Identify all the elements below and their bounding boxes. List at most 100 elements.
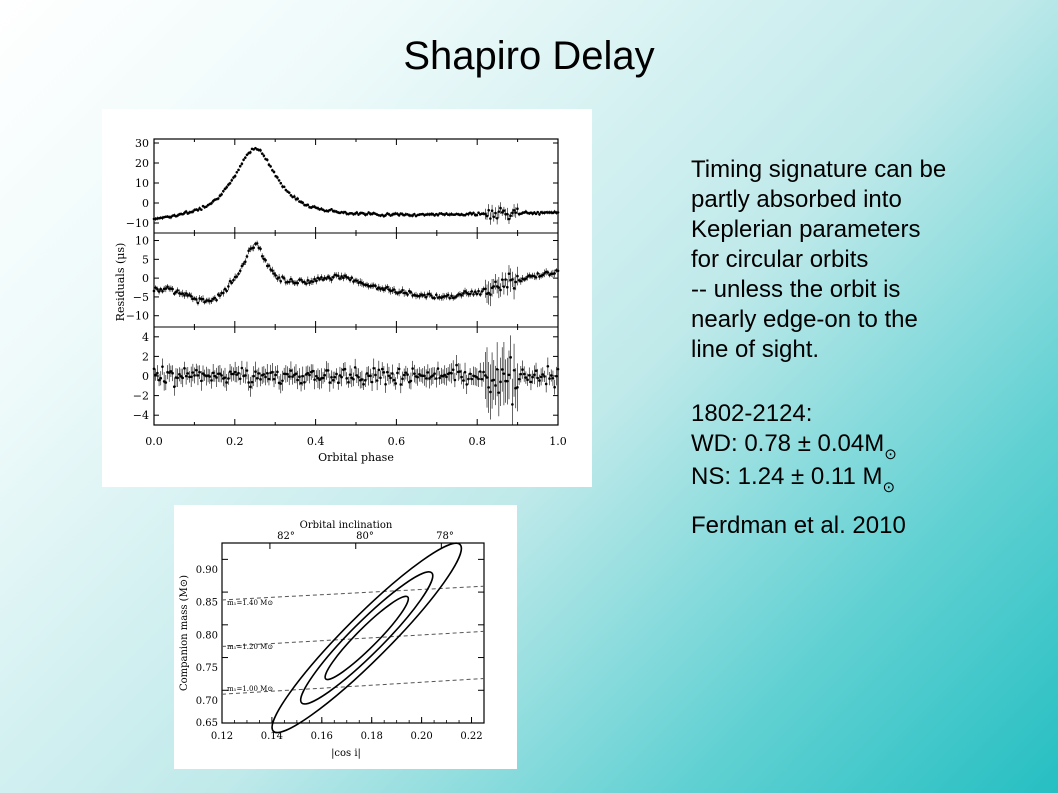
y-tick-label: 0.70: [196, 696, 218, 707]
data-point: [159, 376, 163, 380]
data-point: [279, 382, 283, 385]
data-point: [252, 246, 256, 250]
data-point: [526, 378, 529, 382]
y-tick-label: −10: [126, 217, 149, 230]
data-point: [519, 279, 523, 283]
data-point: [478, 370, 482, 373]
y-tick-label: −5: [133, 291, 149, 304]
data-point: [330, 375, 333, 379]
data-point: [228, 370, 232, 373]
mass-contour-chart: Orbital inclination 82° 80° 78° 0.12 0.1…: [179, 520, 485, 759]
data-point: [448, 296, 452, 300]
data-point: [423, 293, 426, 297]
data-point: [301, 201, 305, 205]
data-point: [281, 379, 284, 383]
data-point: [328, 276, 332, 280]
data-point: [499, 380, 502, 384]
x-tick-label: 0.8: [468, 435, 486, 448]
data-point: [255, 242, 259, 245]
data-point: [249, 385, 252, 389]
data-point: [492, 215, 496, 219]
data-point: [516, 274, 519, 278]
data-point: [198, 370, 201, 374]
data-point: [507, 272, 511, 275]
data-point: [380, 286, 384, 290]
data-point: [257, 372, 261, 375]
data-point: [247, 381, 250, 384]
data-point: [183, 366, 186, 370]
data-point: [225, 289, 228, 293]
data-point: [482, 370, 485, 374]
data-point: [546, 271, 550, 274]
data-point: [505, 379, 509, 383]
data-point: [512, 287, 516, 290]
data-point: [377, 286, 381, 289]
data-point: [387, 288, 391, 291]
data-point: [544, 382, 548, 386]
data-point: [429, 294, 433, 297]
data-point: [495, 216, 499, 220]
data-point: [413, 212, 416, 216]
y-axis-label: Companion mass (M⊙): [179, 575, 190, 691]
data-point: [494, 211, 497, 215]
data-point: [367, 211, 370, 214]
data-point: [484, 212, 487, 216]
data-point: [505, 212, 509, 216]
data-point: [282, 277, 286, 280]
data-point: [281, 275, 284, 279]
data-point: [519, 372, 523, 376]
data-point: [401, 377, 404, 381]
data-point: [475, 213, 479, 217]
data-point: [233, 370, 237, 374]
data-point: [450, 294, 453, 298]
y-tick-label: −10: [126, 310, 149, 323]
data-point: [472, 293, 475, 296]
y-tick-label: 2: [142, 350, 149, 363]
pulsar-name: 1802-2124:: [691, 400, 813, 427]
data-point: [245, 153, 249, 157]
data-point: [502, 372, 506, 375]
data-point: [254, 370, 257, 373]
data-point: [534, 212, 538, 216]
data-point: [478, 293, 482, 296]
data-point: [218, 372, 222, 375]
data-point: [294, 372, 298, 376]
data-point: [259, 149, 262, 152]
data-point: [164, 287, 168, 290]
data-point: [514, 211, 518, 214]
data-point: [477, 211, 480, 215]
data-point: [230, 178, 234, 182]
mass-line: [221, 677, 485, 695]
data-point: [451, 368, 455, 372]
data-point: [299, 278, 303, 281]
y-tick-label: 0: [142, 370, 149, 383]
data-point: [245, 255, 249, 258]
data-point: [404, 291, 408, 295]
data-point: [350, 276, 354, 280]
data-point: [259, 247, 262, 251]
data-point: [265, 158, 269, 162]
x-axis-label: Orbital phase: [318, 451, 394, 464]
data-point: [289, 277, 293, 281]
data-point: [282, 185, 286, 189]
y-tick-label: −4: [133, 409, 149, 422]
data-point: [487, 291, 490, 295]
data-point: [453, 378, 457, 382]
ns-mass: NS: 1.24 ± 0.11 M⊙: [691, 463, 896, 496]
data-point: [238, 269, 242, 273]
data-point: [382, 288, 386, 292]
y-axis-label: Residuals (μs): [114, 243, 127, 322]
data-point: [172, 292, 176, 295]
data-point: [215, 376, 218, 379]
data-point: [504, 278, 507, 281]
data-point: [357, 375, 360, 379]
y-tick-label: 4: [142, 331, 149, 344]
data-point: [394, 382, 398, 385]
data-point: [462, 379, 465, 382]
data-point: [232, 278, 235, 282]
top-tick-label: 80°: [356, 531, 374, 542]
data-point: [514, 280, 518, 284]
data-point: [272, 377, 276, 381]
data-point: [511, 403, 514, 406]
data-point: [179, 375, 183, 378]
